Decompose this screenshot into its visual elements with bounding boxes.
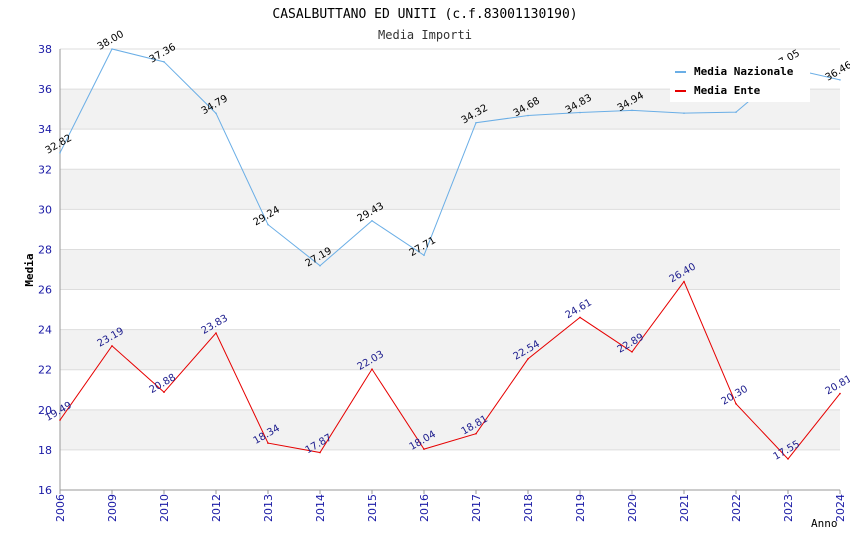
y-tick-label: 20 <box>38 404 52 417</box>
chart-title: CASALBUTTANO ED UNITI (c.f.83001130190) <box>272 7 577 22</box>
data-point <box>631 351 633 353</box>
y-tick-label: 32 <box>38 163 52 176</box>
data-point <box>267 223 269 226</box>
data-point <box>683 112 685 114</box>
x-axis-ticks: 2006 2009 2010 2012 2013 2014 2015 2016 2017 2018… <box>54 490 847 522</box>
data-point <box>319 451 321 454</box>
y-tick-label: 26 <box>38 284 52 297</box>
y-tick-label: 38 <box>38 43 52 56</box>
x-tick-label: 2015 <box>366 494 379 522</box>
grid-band <box>60 209 840 250</box>
x-tick-label: 2021 <box>678 494 691 522</box>
data-point <box>163 61 165 63</box>
data-point <box>423 254 425 257</box>
x-axis-label: Anno <box>811 517 838 530</box>
grid-bands <box>60 49 840 490</box>
data-point <box>215 332 217 334</box>
grid-band <box>60 369 840 410</box>
grid-band <box>60 289 840 330</box>
x-tick-label: 2023 <box>782 494 795 522</box>
x-tick-label: 2013 <box>262 494 275 522</box>
y-tick-label: 28 <box>38 243 52 256</box>
chart-subtitle: Media Importi <box>378 28 472 42</box>
data-point <box>423 448 425 450</box>
legend: Media Nazionale Media Ente <box>670 60 810 102</box>
data-point <box>163 391 165 393</box>
data-point <box>475 432 477 435</box>
data-point <box>683 280 685 283</box>
data-point <box>579 316 581 319</box>
data-point <box>735 111 737 113</box>
data-point <box>111 48 113 50</box>
grid-band <box>60 409 840 450</box>
x-tick-label: 2019 <box>574 494 587 522</box>
data-point <box>371 368 373 370</box>
series-line-media-nazionale <box>59 48 841 267</box>
x-tick-label: 2006 <box>54 494 67 522</box>
x-tick-label: 2012 <box>210 494 223 522</box>
data-point <box>59 419 61 421</box>
y-axis-ticks: 16 18 20 22 24 26 28 30 32 34 36 38 <box>38 43 52 497</box>
legend-box <box>670 60 810 102</box>
x-tick-label: 2017 <box>470 494 483 522</box>
legend-label-media-ente: Media Ente <box>694 84 761 97</box>
grid-band <box>60 249 840 290</box>
legend-label-media-nazionale: Media Nazionale <box>694 65 794 78</box>
data-point <box>319 264 321 267</box>
data-point <box>59 152 61 154</box>
grid-band <box>60 129 840 170</box>
y-tick-label: 18 <box>38 444 52 457</box>
x-tick-label: 2010 <box>158 494 171 522</box>
x-tick-label: 2014 <box>314 494 327 522</box>
grid-band <box>60 449 840 490</box>
data-point <box>579 111 581 114</box>
data-point <box>371 219 373 222</box>
x-tick-label: 2016 <box>418 494 431 522</box>
series-layer <box>59 48 841 460</box>
series-line-media-ente <box>59 280 841 460</box>
y-tick-label: 16 <box>38 484 52 497</box>
data-point <box>215 112 217 115</box>
data-point <box>631 109 633 112</box>
y-tick-label: 34 <box>38 123 52 136</box>
x-tick-label: 2022 <box>730 494 743 522</box>
data-point <box>839 392 841 395</box>
y-axis-label: Media <box>23 253 36 286</box>
data-point <box>527 358 529 360</box>
data-point <box>735 403 737 405</box>
data-point <box>475 121 477 124</box>
data-point <box>787 458 789 460</box>
data-point <box>839 79 841 81</box>
data-point <box>267 442 269 444</box>
y-tick-label: 24 <box>38 324 52 337</box>
x-tick-label: 2018 <box>522 494 535 522</box>
y-tick-label: 30 <box>38 203 52 216</box>
y-tick-label: 22 <box>38 364 52 377</box>
data-point <box>527 114 529 117</box>
data-point <box>111 345 113 347</box>
x-tick-label: 2020 <box>626 494 639 522</box>
grid-band <box>60 329 840 370</box>
x-tick-label: 2009 <box>106 494 119 522</box>
y-tick-label: 36 <box>38 83 52 96</box>
x-tick-label: 2024 <box>834 494 847 522</box>
